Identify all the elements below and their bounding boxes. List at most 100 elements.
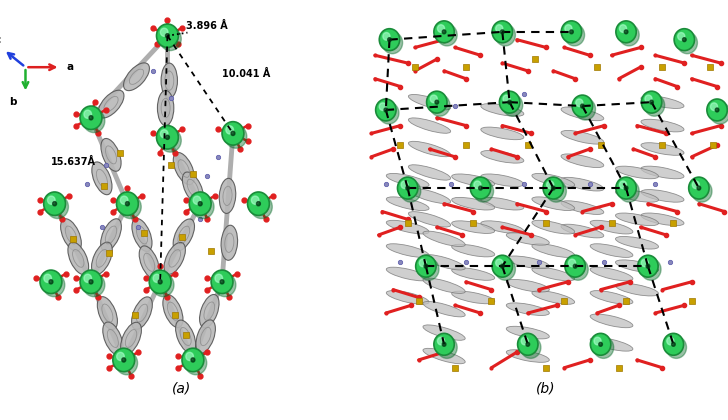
Ellipse shape — [532, 291, 574, 304]
Ellipse shape — [532, 173, 574, 187]
Circle shape — [427, 91, 447, 113]
Circle shape — [379, 29, 400, 50]
Circle shape — [80, 270, 102, 294]
Circle shape — [692, 180, 712, 202]
Circle shape — [84, 110, 92, 118]
Circle shape — [47, 195, 68, 218]
Circle shape — [383, 32, 390, 40]
Ellipse shape — [506, 303, 550, 315]
Ellipse shape — [92, 242, 112, 275]
Text: (a): (a) — [173, 381, 191, 395]
Ellipse shape — [532, 220, 574, 234]
Circle shape — [376, 99, 396, 121]
Ellipse shape — [423, 278, 465, 294]
Ellipse shape — [480, 221, 524, 234]
Ellipse shape — [121, 322, 141, 354]
Circle shape — [113, 348, 135, 372]
Ellipse shape — [423, 348, 465, 364]
Ellipse shape — [506, 350, 550, 362]
Ellipse shape — [561, 131, 604, 144]
Ellipse shape — [408, 212, 451, 227]
Ellipse shape — [451, 221, 495, 234]
Circle shape — [438, 337, 445, 345]
Circle shape — [80, 106, 102, 129]
Circle shape — [546, 180, 566, 202]
Circle shape — [442, 30, 446, 34]
Circle shape — [572, 95, 593, 117]
Ellipse shape — [68, 242, 89, 275]
Ellipse shape — [387, 173, 429, 187]
Ellipse shape — [480, 174, 524, 186]
Ellipse shape — [173, 152, 194, 185]
Circle shape — [119, 195, 141, 218]
Ellipse shape — [590, 244, 633, 257]
Ellipse shape — [387, 291, 429, 304]
Ellipse shape — [615, 236, 659, 249]
Ellipse shape — [408, 165, 451, 180]
Circle shape — [405, 186, 410, 190]
Circle shape — [214, 273, 236, 297]
Circle shape — [492, 21, 513, 43]
Circle shape — [502, 94, 523, 116]
Circle shape — [564, 24, 585, 46]
Circle shape — [419, 258, 439, 280]
Circle shape — [576, 99, 583, 107]
Circle shape — [569, 30, 574, 34]
Circle shape — [598, 342, 603, 346]
Ellipse shape — [163, 295, 183, 328]
Circle shape — [500, 264, 505, 268]
Ellipse shape — [480, 104, 524, 116]
Text: b: b — [9, 97, 17, 108]
Circle shape — [496, 25, 503, 32]
Circle shape — [671, 342, 676, 346]
Ellipse shape — [480, 127, 524, 140]
Circle shape — [641, 258, 661, 280]
Ellipse shape — [451, 291, 495, 304]
Ellipse shape — [199, 294, 219, 328]
Ellipse shape — [506, 233, 550, 245]
Ellipse shape — [561, 107, 604, 121]
Circle shape — [40, 270, 62, 294]
Circle shape — [248, 192, 269, 215]
Ellipse shape — [387, 220, 429, 234]
Ellipse shape — [175, 320, 196, 353]
Ellipse shape — [408, 118, 451, 133]
Circle shape — [663, 333, 684, 355]
Circle shape — [624, 186, 628, 190]
Ellipse shape — [98, 90, 124, 118]
Circle shape — [225, 125, 247, 148]
Ellipse shape — [480, 150, 524, 163]
Circle shape — [580, 104, 585, 108]
Circle shape — [495, 24, 515, 46]
Circle shape — [678, 32, 685, 40]
Ellipse shape — [423, 231, 465, 247]
Circle shape — [122, 358, 126, 362]
Circle shape — [160, 130, 168, 138]
Circle shape — [159, 129, 181, 152]
Circle shape — [434, 21, 454, 43]
Ellipse shape — [590, 314, 633, 328]
Circle shape — [157, 24, 178, 47]
Ellipse shape — [196, 320, 215, 353]
Circle shape — [165, 34, 170, 38]
Circle shape — [158, 280, 162, 284]
Ellipse shape — [183, 172, 203, 204]
Circle shape — [478, 186, 483, 190]
Circle shape — [379, 102, 399, 124]
Circle shape — [641, 91, 662, 113]
Circle shape — [551, 186, 555, 190]
Circle shape — [193, 196, 201, 204]
Circle shape — [251, 196, 259, 204]
Circle shape — [565, 255, 585, 277]
Circle shape — [682, 38, 687, 42]
Circle shape — [400, 180, 421, 202]
Ellipse shape — [590, 291, 633, 304]
Circle shape — [165, 135, 170, 139]
Ellipse shape — [641, 166, 684, 179]
Circle shape — [644, 94, 665, 116]
Ellipse shape — [561, 177, 604, 191]
Circle shape — [518, 333, 538, 355]
Ellipse shape — [408, 188, 451, 204]
Ellipse shape — [164, 242, 186, 274]
Circle shape — [620, 25, 627, 32]
